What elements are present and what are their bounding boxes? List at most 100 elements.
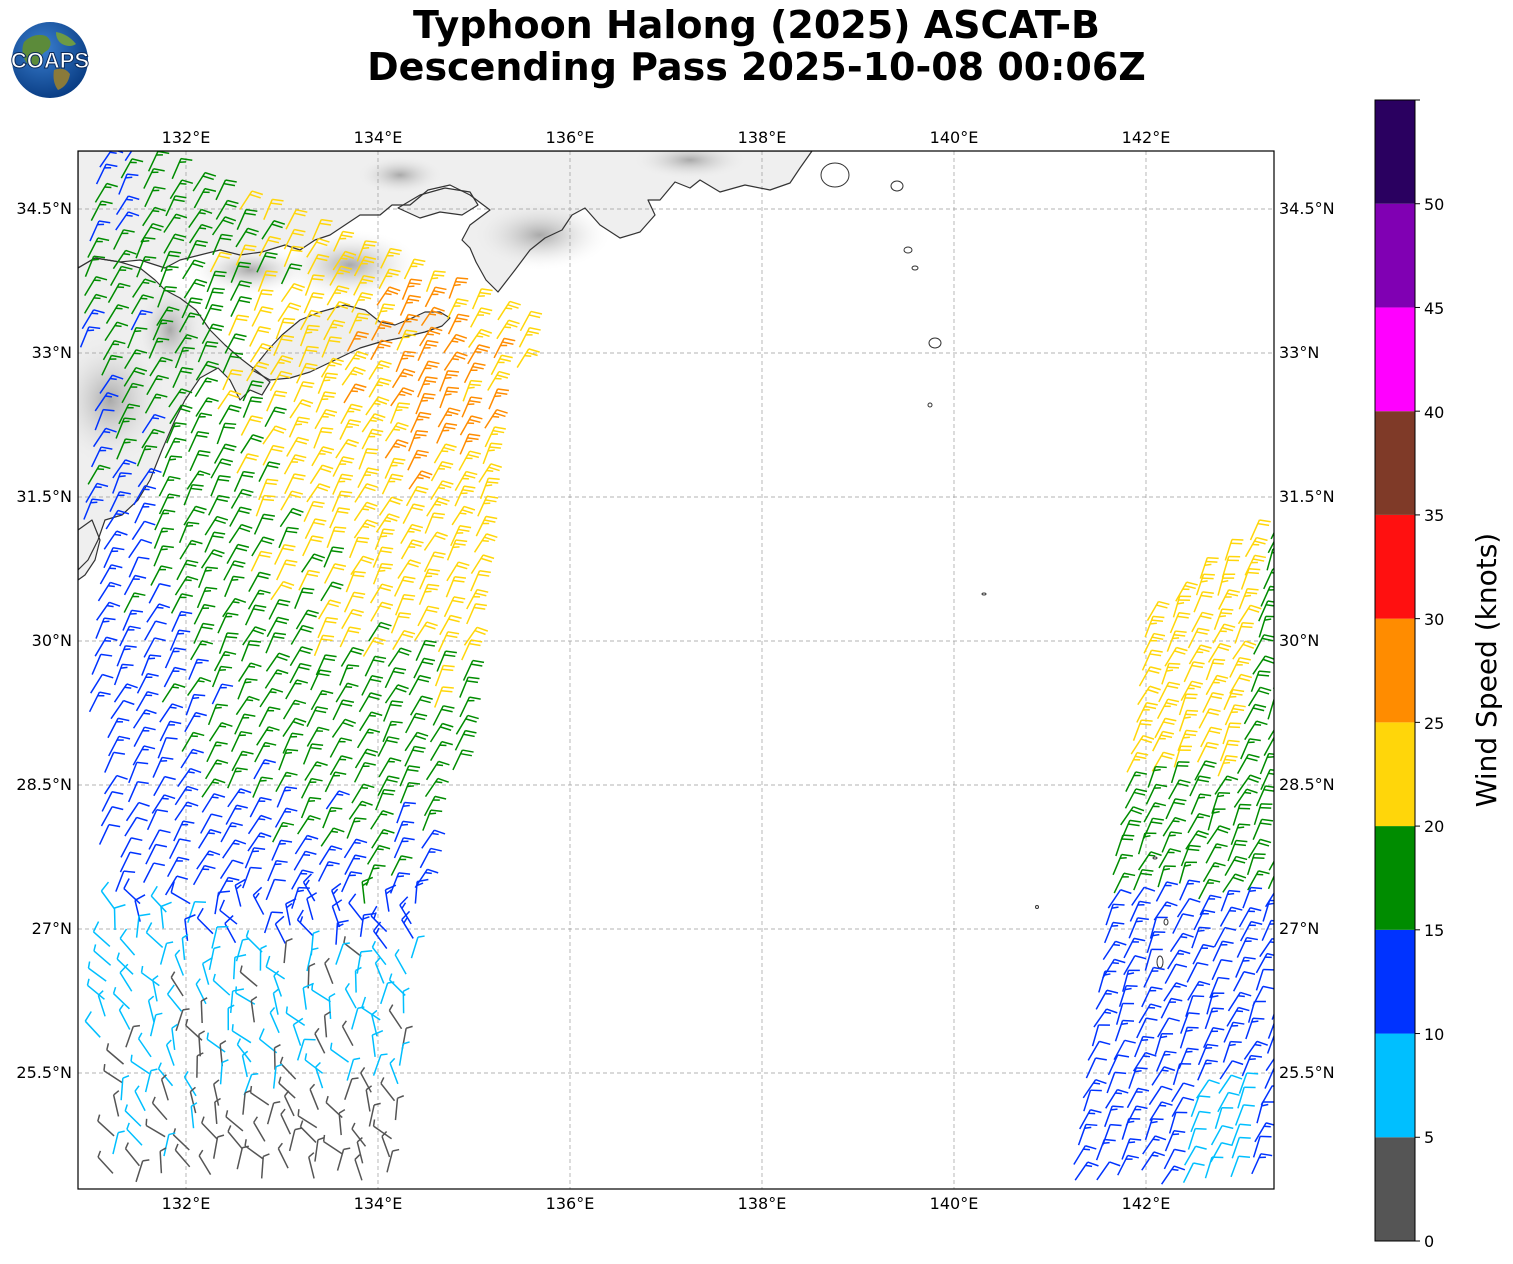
wind-barb [105,304,130,324]
wind-barb [297,1109,318,1129]
wind-barb [1230,823,1251,846]
wind-barb [1198,708,1221,729]
wind-barb [346,817,367,839]
wind-barb [361,996,381,1021]
wind-barb [194,377,218,398]
wind-barb [242,396,263,418]
wind-barb [115,417,136,439]
wind-barb [446,561,470,582]
wind-barb [294,834,319,855]
wind-barb [1158,848,1182,869]
wind-barb [461,396,483,418]
wind-barb [360,1067,372,1093]
wind-barb [116,438,137,460]
wind-barb [182,259,206,280]
colorbar-tick-label: 20 [1424,817,1444,836]
wind-barb [87,237,110,258]
wind-barb [408,674,431,696]
wind-barb [401,278,423,300]
wind-barb [210,475,231,497]
wind-barb [365,1085,373,1112]
wind-barb [1217,573,1236,596]
colorbar-tick-label: 30 [1424,610,1444,629]
wind-barb [112,459,137,479]
wind-barb [1157,1017,1180,1038]
wind-barb [211,216,237,236]
wind-barb [362,636,386,657]
lon-label: 140°E [930,1194,979,1213]
wind-barb [1192,943,1215,965]
wind-barb [1179,1026,1199,1049]
wind-barb [1232,640,1257,660]
wind-barb [116,952,134,975]
wind-barb [104,321,129,342]
wind-barb [417,605,440,627]
wind-barb [104,774,128,795]
wind-barb [1236,753,1260,774]
wind-barb [1118,985,1138,1008]
wind-barb [94,408,115,431]
wind-barb [422,809,443,831]
wind-barb [425,270,446,293]
wind-barb [266,390,288,412]
wind-barb [311,218,333,241]
wind-barb [396,801,416,824]
lat-label: 31.5°N [16,487,72,506]
wind-barb [282,699,307,720]
wind-barb [253,759,276,780]
wind-barb [225,804,248,825]
wind-barb [1226,1006,1250,1027]
wind-barb [371,940,387,966]
wind-barb [145,843,168,865]
wind-barb [123,592,146,613]
wind-barb [1189,775,1211,797]
wind-barb [204,759,229,780]
wind-barb [1268,860,1274,871]
wind-barb [189,449,211,472]
wind-barb [1214,775,1239,795]
wind-barb [410,935,425,959]
wind-barb [118,403,141,425]
wind-barb [1255,785,1274,807]
wind-barb [204,287,225,310]
wind-barb [169,404,193,425]
wind-barb [1098,970,1117,993]
wind-barb [348,800,373,820]
wind-barb [1231,1123,1252,1146]
wind-barb [309,464,334,485]
wind-barb [197,828,222,849]
wind-barb [201,323,224,345]
wind-barb [192,864,216,886]
wind-barb [275,317,296,340]
terrain-shading [470,200,610,270]
wind-barb [1095,989,1119,1010]
wind-barb [118,1004,131,1030]
wind-barb [159,720,182,742]
wind-barb [250,996,258,1023]
wind-barb [389,872,411,894]
wind-barb [93,944,112,966]
wind-barb [178,312,202,333]
wind-barb [1267,1021,1274,1039]
wind-barb [242,380,264,402]
wind-barb [289,662,312,684]
wind-barb [466,603,487,625]
wind-barb [107,717,130,739]
wind-barb [377,736,400,757]
wind-barb [152,975,159,1002]
wind-barb [1157,865,1176,888]
wind-barb [192,171,217,192]
wind-barb [211,665,233,688]
wind-barb [165,195,187,217]
lat-label: 30°N [1279,631,1319,650]
wind-barb [1235,956,1256,978]
wind-barb [274,915,286,944]
coastline-segment [78,257,271,571]
wind-barb [399,765,421,787]
wind-barb [113,904,126,931]
wind-barb [196,850,221,870]
wind-barb [1151,1066,1176,1086]
wind-barb [163,666,186,688]
wind-barb [1187,627,1210,649]
wind-barb [151,1096,168,1121]
